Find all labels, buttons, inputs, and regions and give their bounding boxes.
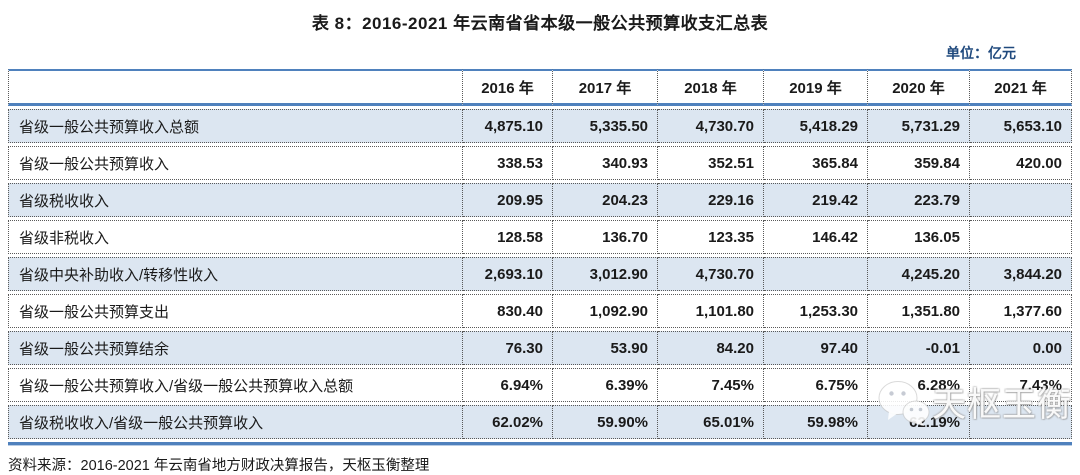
table-row: 省级非税收入 128.58 136.70 123.35 146.42 136.0… <box>8 220 1072 254</box>
year-header: 2021 年 <box>970 69 1072 106</box>
value-cell: 59.98% <box>764 405 868 439</box>
value-cell: 0.00 <box>970 331 1072 365</box>
header-row: 2016 年 2017 年 2018 年 2019 年 2020 年 2021 … <box>8 69 1072 106</box>
table-row: 省级一般公共预算支出 830.40 1,092.90 1,101.80 1,25… <box>8 294 1072 328</box>
row-label-cell: 省级一般公共预算收入/省级一般公共预算收入总额 <box>8 368 463 402</box>
value-cell: 1,377.60 <box>970 294 1072 328</box>
row-label-cell: 省级一般公共预算收入总额 <box>8 109 463 143</box>
value-cell: 123.35 <box>658 220 764 254</box>
value-cell: 1,253.30 <box>764 294 868 328</box>
value-cell: 352.51 <box>658 146 764 180</box>
value-cell <box>970 220 1072 254</box>
value-cell: 223.79 <box>868 183 970 217</box>
value-cell: 204.23 <box>553 183 658 217</box>
row-label-cell: 省级一般公共预算支出 <box>8 294 463 328</box>
year-header: 2019 年 <box>764 69 868 106</box>
value-cell: 65.01% <box>658 405 764 439</box>
value-cell: 128.58 <box>463 220 553 254</box>
value-cell: 136.05 <box>868 220 970 254</box>
value-cell: 2,693.10 <box>463 257 553 291</box>
source-note: 资料来源：2016-2021 年云南省地方财政决算报告，天枢玉衡整理 <box>8 458 430 474</box>
value-cell: 62.02% <box>463 405 553 439</box>
value-cell: 3,012.90 <box>553 257 658 291</box>
value-cell: 53.90 <box>553 331 658 365</box>
row-label-cell: 省级非税收入 <box>8 220 463 254</box>
value-cell: 209.95 <box>463 183 553 217</box>
value-cell: 5,653.10 <box>970 109 1072 143</box>
value-cell: 338.53 <box>463 146 553 180</box>
value-cell: 76.30 <box>463 331 553 365</box>
value-cell: 365.84 <box>764 146 868 180</box>
value-cell: 229.16 <box>658 183 764 217</box>
value-cell: 1,351.80 <box>868 294 970 328</box>
empty-header-cell <box>8 69 463 106</box>
unit-label: 单位：亿元 <box>946 45 1016 61</box>
table-bottom-rule <box>8 442 1072 446</box>
value-cell: 6.28% <box>868 368 970 402</box>
value-cell: 1,092.90 <box>553 294 658 328</box>
value-cell: 4,245.20 <box>868 257 970 291</box>
value-cell: 6.94% <box>463 368 553 402</box>
value-cell: 1,101.80 <box>658 294 764 328</box>
value-cell: 84.20 <box>658 331 764 365</box>
value-cell: 219.42 <box>764 183 868 217</box>
value-cell: 4,730.70 <box>658 109 764 143</box>
value-cell: 6.39% <box>553 368 658 402</box>
value-cell <box>970 183 1072 217</box>
row-label-cell: 省级税收收入 <box>8 183 463 217</box>
row-label-cell: 省级税收收入/省级一般公共预算收入 <box>8 405 463 439</box>
table-row: 省级一般公共预算收入总额 4,875.10 5,335.50 4,730.70 … <box>8 109 1072 143</box>
value-cell: 7.43% <box>970 368 1072 402</box>
value-cell: 97.40 <box>764 331 868 365</box>
value-cell: 59.90% <box>553 405 658 439</box>
row-label-cell: 省级中央补助收入/转移性收入 <box>8 257 463 291</box>
table-title: 表 8：2016-2021 年云南省省本级一般公共预算收支汇总表 <box>311 14 769 33</box>
value-cell: 359.84 <box>868 146 970 180</box>
value-cell: 7.45% <box>658 368 764 402</box>
row-label-cell: 省级一般公共预算结余 <box>8 331 463 365</box>
year-header: 2017 年 <box>553 69 658 106</box>
value-cell: 3,844.20 <box>970 257 1072 291</box>
table-row: 省级中央补助收入/转移性收入 2,693.10 3,012.90 4,730.7… <box>8 257 1072 291</box>
value-cell: 5,731.29 <box>868 109 970 143</box>
value-cell: 340.93 <box>553 146 658 180</box>
value-cell: -0.01 <box>868 331 970 365</box>
value-cell: 6.75% <box>764 368 868 402</box>
value-cell: 62.19% <box>868 405 970 439</box>
year-header: 2016 年 <box>463 69 553 106</box>
value-cell: 4,730.70 <box>658 257 764 291</box>
table-row: 省级一般公共预算结余 76.30 53.90 84.20 97.40 -0.01… <box>8 331 1072 365</box>
value-cell <box>764 257 868 291</box>
table-row: 省级一般公共预算收入/省级一般公共预算收入总额 6.94% 6.39% 7.45… <box>8 368 1072 402</box>
budget-table: 2016 年 2017 年 2018 年 2019 年 2020 年 2021 … <box>8 66 1072 442</box>
year-header: 2020 年 <box>868 69 970 106</box>
value-cell: 830.40 <box>463 294 553 328</box>
value-cell <box>970 405 1072 439</box>
table-row: 省级一般公共预算收入 338.53 340.93 352.51 365.84 3… <box>8 146 1072 180</box>
value-cell: 146.42 <box>764 220 868 254</box>
row-label-cell: 省级一般公共预算收入 <box>8 146 463 180</box>
value-cell: 136.70 <box>553 220 658 254</box>
year-header: 2018 年 <box>658 69 764 106</box>
value-cell: 5,335.50 <box>553 109 658 143</box>
value-cell: 420.00 <box>970 146 1072 180</box>
table-row: 省级税收收入/省级一般公共预算收入 62.02% 59.90% 65.01% 5… <box>8 405 1072 439</box>
value-cell: 4,875.10 <box>463 109 553 143</box>
table-row: 省级税收收入 209.95 204.23 229.16 219.42 223.7… <box>8 183 1072 217</box>
value-cell: 5,418.29 <box>764 109 868 143</box>
